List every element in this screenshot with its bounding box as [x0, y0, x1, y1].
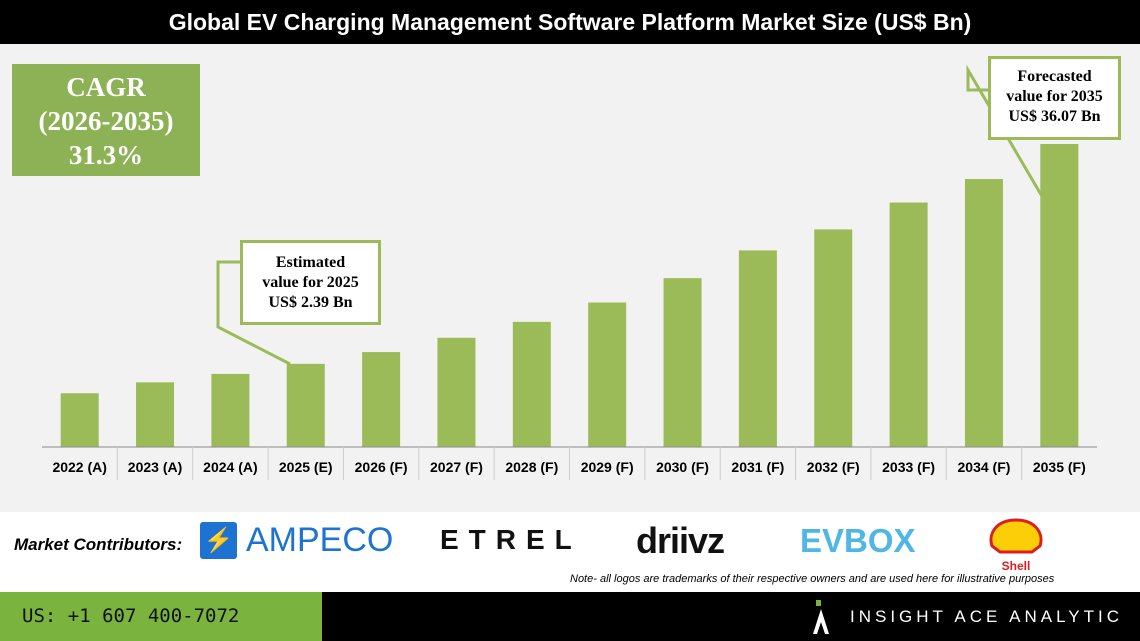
shell-wordmark: Shell — [1001, 559, 1031, 573]
callout-line: value for 2035 — [1006, 88, 1103, 105]
contributors-label: Market Contributors: — [14, 535, 183, 554]
bar-2023-A — [136, 382, 175, 447]
x-tick-label: 2034 (F) — [958, 459, 1011, 475]
contributors-section — [0, 512, 1140, 592]
forecasted-callout: Forecasted value for 2035 US$ 36.07 Bn — [988, 56, 1121, 140]
x-tick-label: 2030 (F) — [656, 459, 709, 475]
footer: US: +1 607 400-7072 INSIGHT ACE ANALYTIC — [0, 592, 1140, 641]
bar-chart: 2022 (A) 2023 (A) 2024 (A) 2025 (E) 2026 (F)… — [42, 64, 1097, 480]
bar-2029-F — [588, 302, 627, 447]
bar-2025-E — [286, 363, 325, 447]
estimated-callout: Estimated value for 2025 US$ 2.39 Bn — [240, 240, 381, 325]
logo-etrel: ETREL — [440, 524, 582, 555]
x-tick-label: 2023 (A) — [128, 459, 182, 475]
insight-ace-logo-icon — [813, 600, 829, 634]
cagr-period: (2026-2035) — [38, 106, 174, 136]
x-tick-label: 2032 (F) — [807, 459, 860, 475]
estimated-callout-pointer — [216, 260, 291, 366]
x-tick-label: 2024 (A) — [203, 459, 257, 475]
x-tick-label: 2033 (F) — [882, 459, 935, 475]
bar-2028-F — [512, 321, 551, 447]
callout-line: US$ 2.39 Bn — [268, 294, 353, 311]
callout-line: Estimated — [275, 254, 346, 271]
phone-number[interactable]: US: +1 607 400-7072 — [0, 592, 322, 641]
bar-2024-A — [211, 373, 250, 447]
x-tick-label: 2029 (F) — [581, 459, 634, 475]
bar-2033-F — [889, 202, 928, 447]
x-tick-label: 2025 (E) — [279, 459, 333, 475]
bar-2034-F — [964, 179, 1003, 447]
x-tick-label: 2035 (F) — [1033, 459, 1086, 475]
bar-2026-F — [362, 352, 401, 447]
callout-line: US$ 36.07 Bn — [1008, 108, 1101, 125]
cagr-value: 31.3% — [68, 140, 144, 170]
logo-evbox: EVBOX — [800, 522, 916, 559]
logo-driivz: driivz — [636, 520, 725, 561]
trademark-note: Note- all logos are trademarks of their … — [570, 573, 1055, 585]
cagr-label: CAGR — [66, 72, 146, 102]
x-tick-label: 2027 (F) — [430, 459, 483, 475]
brand-name: INSIGHT ACE ANALYTIC — [850, 607, 1124, 626]
x-tick-label: 2026 (F) — [355, 459, 408, 475]
bar-2027-F — [437, 337, 476, 447]
callout-line: value for 2025 — [262, 274, 359, 291]
logo-ampeco: AMPECO — [246, 521, 394, 559]
bar-2022-A — [60, 393, 99, 447]
callout-line: Forecasted — [1017, 68, 1092, 85]
bar-2035-F — [1040, 144, 1079, 447]
x-tick-label: 2028 (F) — [505, 459, 558, 475]
cagr-box: CAGR (2026-2035) 31.3% — [12, 64, 200, 176]
bar-2031-F — [738, 250, 777, 447]
x-tick-label: 2022 (A) — [52, 459, 106, 475]
bar-2032-F — [814, 229, 853, 447]
ampeco-bolt-icon: ⚡ — [200, 522, 237, 559]
logo-shell: Shell — [986, 518, 1046, 573]
chart-title: Global EV Charging Management Software P… — [0, 0, 1140, 44]
x-tick-label: 2031 (F) — [731, 459, 784, 475]
shell-pecten-icon — [989, 518, 1043, 554]
bar-2030-F — [663, 278, 702, 447]
